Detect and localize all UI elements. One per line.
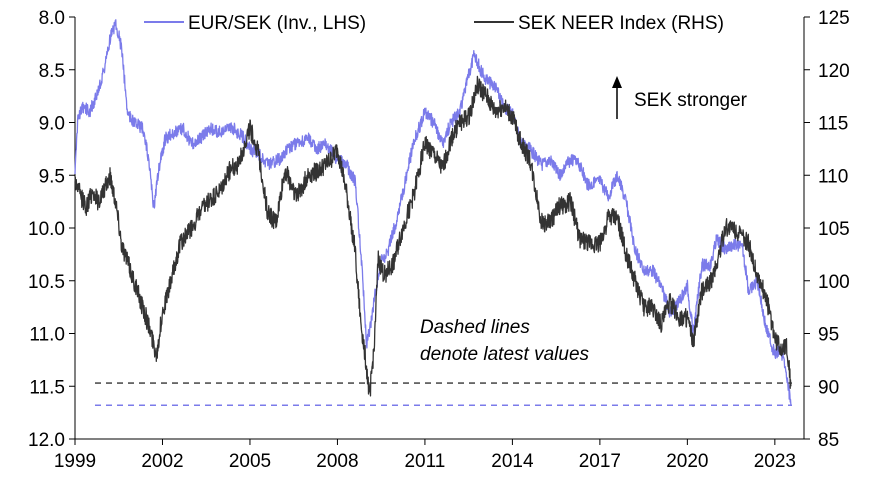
left-tick-label: 10.0 — [28, 219, 65, 240]
neer-series-line — [74, 75, 792, 397]
sek-stronger-arrow-icon — [612, 76, 622, 88]
legend: EUR/SEK (Inv., LHS) SEK NEER Index (RHS) — [144, 13, 724, 34]
left-tick-label: 9.0 — [39, 114, 65, 135]
sek-stronger-label: SEK stronger — [634, 90, 748, 111]
right-tick-label: 115 — [818, 114, 848, 135]
left-tick-label: 8.0 — [39, 8, 65, 29]
right-axis-ticks: 85 90 95 100 105 110 115 120 125 — [804, 8, 850, 451]
series-layer — [74, 19, 792, 406]
left-tick-label: 10.5 — [28, 272, 65, 293]
left-tick-label: 8.5 — [39, 61, 65, 82]
x-tick-label: 2017 — [579, 451, 621, 472]
left-tick-label: 9.5 — [39, 166, 65, 187]
legend-label-neer: SEK NEER Index (RHS) — [518, 13, 724, 34]
x-tick-label: 2011 — [404, 451, 445, 472]
x-tick-label: 2005 — [229, 451, 271, 472]
x-tick-label: 2002 — [141, 451, 183, 472]
dashed-lines-note-line2: denote latest values — [420, 344, 590, 365]
annotations: SEK stronger Dashed lines denote latest … — [420, 76, 748, 365]
left-tick-label: 12.0 — [28, 430, 65, 451]
left-tick-label: 11.0 — [29, 325, 65, 346]
left-axis-ticks: 8.0 8.5 9.0 9.5 10.0 10.5 11.0 11.5 12.0 — [28, 8, 75, 451]
right-tick-label: 105 — [818, 219, 850, 240]
dashed-lines-note-line1: Dashed lines — [420, 317, 530, 338]
right-tick-label: 100 — [818, 272, 850, 293]
right-tick-label: 90 — [818, 377, 839, 398]
right-tick-label: 120 — [818, 61, 850, 82]
axes — [74, 17, 805, 440]
x-axis-ticks: 1999 2002 2005 2008 2011 2014 2017 2020 2023 — [54, 439, 796, 472]
right-tick-label: 125 — [818, 8, 850, 29]
right-tick-label: 95 — [818, 325, 839, 346]
left-tick-label: 11.5 — [29, 377, 65, 398]
legend-label-eursek: EUR/SEK (Inv., LHS) — [188, 13, 366, 34]
x-tick-label: 2023 — [754, 451, 796, 472]
x-tick-label: 2020 — [666, 451, 708, 472]
x-tick-label: 2014 — [491, 451, 534, 472]
latest-value-lines — [95, 382, 792, 406]
right-tick-label: 85 — [818, 430, 839, 451]
right-tick-label: 110 — [818, 166, 848, 187]
x-tick-label: 1999 — [54, 451, 96, 472]
x-tick-label: 2008 — [316, 451, 358, 472]
